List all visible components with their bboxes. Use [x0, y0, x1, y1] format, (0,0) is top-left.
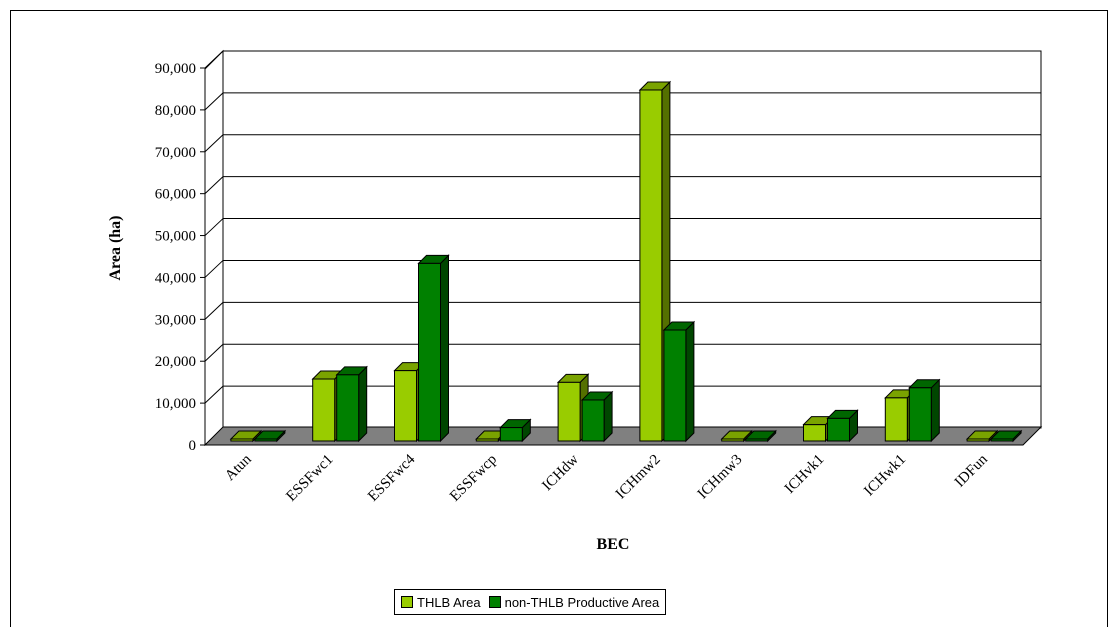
gridline-side [204, 260, 224, 278]
y-tick-label: 60,000 [155, 187, 196, 203]
x-tick-label: ICHwk1 [861, 452, 909, 500]
legend-swatch-thlb [401, 596, 413, 608]
y-tick-label: 50,000 [155, 229, 196, 245]
bar-side-ICHmw2-1 [685, 320, 695, 443]
y-tick-label: 0 [189, 438, 197, 454]
y-tick-label: 90,000 [155, 61, 196, 77]
bar-ICHvk1-1 [827, 417, 850, 442]
outer-border [10, 10, 1108, 627]
bar-ICHdw-1 [581, 399, 605, 442]
gridline-side [204, 134, 224, 153]
gridline-side [204, 301, 224, 320]
bar-IDFun-0 [966, 438, 990, 442]
gridline-side [204, 385, 224, 404]
bar-ICHdw-0 [557, 381, 581, 442]
bar-ICHmw2-1 [663, 329, 687, 442]
x-tick-label: ICHmw3 [695, 452, 746, 503]
x-tick-label: ESSFwcp [447, 452, 500, 505]
bar-ICHmw2-0 [639, 89, 663, 442]
side-wall [204, 49, 224, 447]
x-tick-label: ICHdw [539, 451, 582, 494]
gridline-side [204, 343, 224, 362]
bar-ESSFwc1-0 [312, 378, 336, 442]
x-tick-label: Atun [222, 451, 255, 484]
x-tick-label: IDFun [952, 451, 991, 490]
x-tick-label: ICHmw2 [613, 452, 664, 503]
bar-IDFun-1 [990, 438, 1014, 442]
y-tick-label: 30,000 [155, 312, 196, 328]
x-tick-label: ESSFwc1 [283, 452, 336, 505]
bar-side-ICHwk1-1 [930, 378, 940, 443]
bar-ICHvk1-0 [803, 424, 826, 442]
y-tick-label: 20,000 [155, 354, 196, 370]
bar-ESSFwc4-0 [394, 370, 417, 442]
bar-Atun-1 [254, 438, 278, 442]
y-tick-label: 80,000 [155, 103, 196, 119]
y-axis-title: Area (ha) [107, 215, 124, 280]
y-tick-label: 70,000 [155, 145, 196, 161]
bar-ESSFwc4-1 [418, 262, 441, 442]
bar-ESSFwcp-0 [475, 438, 499, 442]
gridline-side [204, 218, 224, 236]
bar-side-ESSFwc4-1 [440, 254, 449, 443]
y-tick-label: 40,000 [155, 270, 196, 286]
x-tick-label: ICHvk1 [782, 452, 827, 497]
bar-ESSFwcp-1 [499, 427, 523, 442]
bar-Atun-0 [230, 438, 254, 442]
legend-swatch-non-thlb [488, 596, 501, 608]
bar-ESSFwc1-1 [336, 374, 360, 442]
gridline-side [204, 50, 224, 69]
x-tick-label: ESSFwc4 [365, 451, 419, 505]
bar-ICHmw3-1 [745, 438, 769, 442]
legend-item-non-thlb: non-THLB Productive Area [488, 594, 660, 610]
legend-label-thlb: THLB Area [417, 594, 481, 610]
bar-side-ESSFwc1-1 [358, 365, 368, 443]
y-tick-label: 10,000 [155, 396, 196, 412]
bar-ICHmw3-0 [721, 438, 745, 442]
legend-item-thlb: THLB Area [401, 595, 481, 610]
gridline-side [204, 176, 224, 195]
x-axis-title: BEC [597, 536, 630, 553]
legend: THLB Area non-THLB Productive Area [394, 589, 667, 615]
gridline-side [204, 92, 224, 111]
bar-ICHwk1-0 [884, 397, 908, 442]
legend-label-non-thlb: non-THLB Productive Area [504, 594, 660, 610]
bar-ICHwk1-1 [908, 387, 932, 442]
